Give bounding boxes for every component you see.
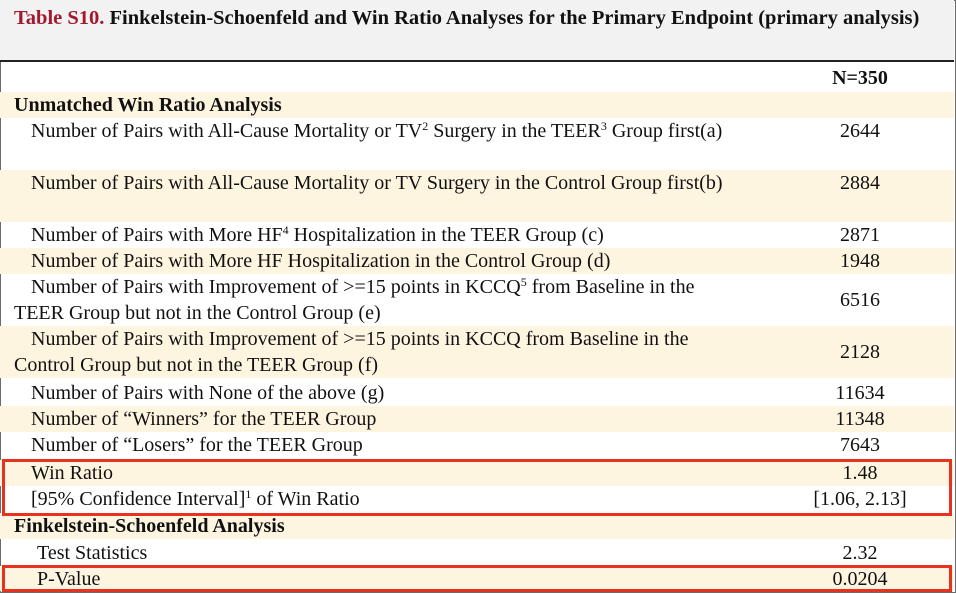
- section-header-fs: Finkelstein-Schoenfeld Analysis: [0, 513, 954, 539]
- row-value: 6516: [840, 289, 880, 311]
- row-label: Win Ratio: [31, 462, 113, 484]
- row-label: [95% Confidence Interval]1 of Win Ratio: [31, 487, 360, 510]
- table-row-confidence-interval: [95% Confidence Interval]1 of Win Ratio …: [0, 486, 954, 513]
- section-header-win-ratio: Unmatched Win Ratio Analysis: [0, 92, 954, 118]
- caption-title: Finkelstein-Schoenfeld and Win Ratio Ana…: [109, 7, 920, 29]
- row-value: 1.48: [842, 462, 878, 484]
- row-label: Number of “Losers” for the TEER Group: [31, 434, 363, 456]
- section-title: Finkelstein-Schoenfeld Analysis: [14, 515, 285, 537]
- row-value: 2644: [840, 120, 880, 142]
- table-row: Test Statistics 2.32: [0, 540, 954, 566]
- table-row: Number of Pairs with None of the above (…: [0, 380, 954, 406]
- column-header-row: N=350: [0, 62, 954, 92]
- table-row-win-ratio: Win Ratio 1.48: [0, 460, 954, 486]
- caption-text: Table S10. Finkelstein-Schoenfeld and Wi…: [14, 5, 944, 32]
- row-value: 11348: [835, 408, 885, 430]
- row-label: Number of Pairs with More HF Hospitaliza…: [31, 250, 611, 272]
- row-label: Number of Pairs with None of the above (…: [31, 382, 385, 404]
- row-value: 2128: [840, 341, 880, 363]
- row-value: 2.32: [842, 542, 878, 564]
- table-row-p-value: P-Value 0.0204: [0, 566, 954, 591]
- caption-label: Table S10.: [14, 7, 105, 29]
- row-label: Number of Pairs with More HF4 Hospitaliz…: [31, 223, 604, 246]
- row-value: 1948: [840, 250, 880, 272]
- section-title: Unmatched Win Ratio Analysis: [14, 94, 282, 116]
- table-row: Number of Pairs with All-Cause Mortality…: [0, 118, 954, 170]
- table-row: Number of Pairs with All-Cause Mortality…: [0, 170, 954, 222]
- row-value: 2884: [840, 172, 880, 194]
- table-row: Number of Pairs with More HF Hospitaliza…: [0, 248, 954, 274]
- row-label: Number of “Winners” for the TEER Group: [31, 408, 377, 430]
- row-label: Number of Pairs with All-Cause Mortality…: [31, 119, 723, 142]
- row-value: 11634: [835, 382, 885, 404]
- table-row: Number of “Losers” for the TEER Group 76…: [0, 432, 954, 458]
- table-row: Number of Pairs with Improvement of >=15…: [0, 326, 954, 378]
- row-value: 7643: [840, 434, 880, 456]
- row-label: Number of Pairs with All-Cause Mortality…: [31, 172, 723, 194]
- row-label: Test Statistics: [37, 542, 148, 564]
- table-caption: Table S10. Finkelstein-Schoenfeld and Wi…: [0, 0, 954, 62]
- row-label: P-Value: [37, 568, 101, 590]
- table-row: Number of Pairs with More HF4 Hospitaliz…: [0, 222, 954, 248]
- row-value: [1.06, 2.13]: [813, 488, 907, 510]
- row-label: Number of Pairs with Improvement of >=15…: [14, 328, 689, 376]
- row-value: 2871: [840, 224, 880, 246]
- column-header-n: N=350: [832, 67, 888, 89]
- row-label: Number of Pairs with Improvement of >=15…: [14, 275, 695, 324]
- table-row: Number of “Winners” for the TEER Group 1…: [0, 406, 954, 432]
- row-value: 0.0204: [832, 568, 888, 590]
- table-row: Number of Pairs with Improvement of >=15…: [0, 274, 954, 326]
